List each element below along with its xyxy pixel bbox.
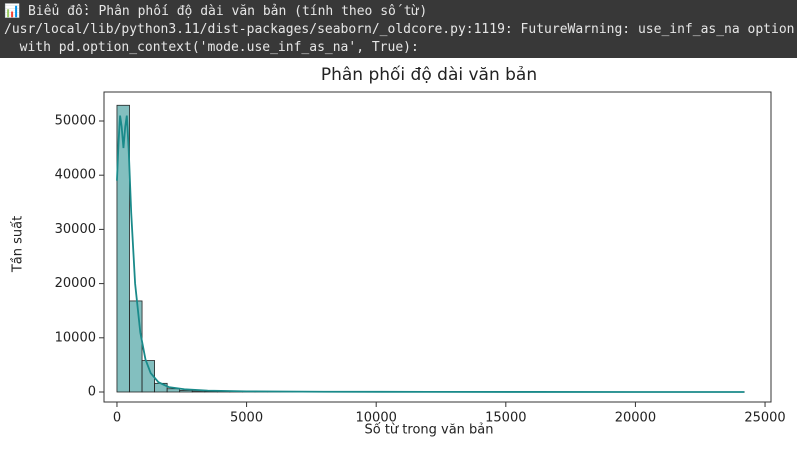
kde-line <box>116 115 745 393</box>
console-output: 📊 Biểu đồ: Phân phối độ dài văn bản (tín… <box>0 0 797 58</box>
x-tick-label: 20000 <box>615 411 656 426</box>
y-tick-label: 50000 <box>55 113 96 128</box>
chart: Phân phối độ dài văn bản Số từ trong văn… <box>11 64 786 438</box>
console-line: with pd.option_context('mode.use_inf_as_… <box>4 40 419 55</box>
console-line: /usr/local/lib/python3.11/dist-packages/… <box>4 22 797 37</box>
x-tick-label: 15000 <box>485 411 526 426</box>
x-axis-label: Số từ trong văn bản <box>364 423 493 438</box>
y-tick-label: 40000 <box>55 168 96 183</box>
plot-frame <box>103 91 772 403</box>
x-tick-label: 5000 <box>230 411 263 426</box>
chart-title: Phân phối độ dài văn bản <box>321 64 537 85</box>
bar <box>179 389 193 393</box>
bar <box>141 360 156 393</box>
x-tick-label: 0 <box>113 411 121 426</box>
y-tick-label: 10000 <box>55 330 96 345</box>
y-tick-label: 20000 <box>55 276 96 291</box>
bar <box>129 300 143 393</box>
x-tick-label: 10000 <box>356 411 397 426</box>
y-tick-label: 30000 <box>55 222 96 237</box>
x-tick-label: 25000 <box>744 411 785 426</box>
bar <box>116 104 130 393</box>
console-line: 📊 Biểu đồ: Phân phối độ dài văn bản (tín… <box>4 4 428 19</box>
y-tick-label: 0 <box>88 385 96 400</box>
y-axis-label: Tần suất <box>11 216 26 273</box>
